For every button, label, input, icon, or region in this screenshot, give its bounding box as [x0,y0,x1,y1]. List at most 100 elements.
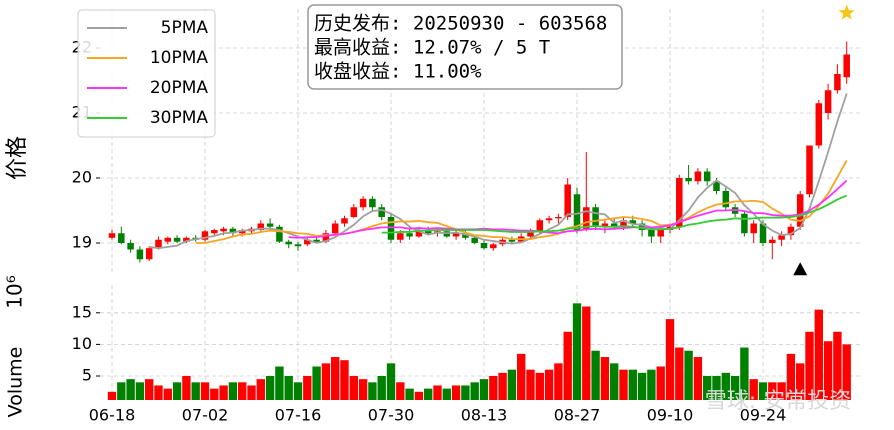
candle-body [341,218,348,224]
volume-bar [721,372,730,400]
candle-body [145,248,153,260]
volume-bar [814,309,823,400]
x-tick-label: 06-18 [89,406,136,425]
volume-bar [117,382,126,400]
volume-bar [740,347,749,400]
candle-body [555,217,562,219]
candle-body [676,178,683,227]
ma-line [195,160,848,244]
volume-bar [535,372,544,400]
candle-body [573,194,581,230]
candle-body [536,220,544,232]
candle-body [406,233,413,237]
volume-bar [163,388,172,400]
legend-label: 30PMA [150,108,209,128]
candle-body [397,233,404,240]
volume-bar [693,357,703,400]
volume-bar [145,379,154,400]
volume-bar [414,391,424,400]
volume-bar [126,379,135,400]
candle-body [257,223,265,230]
candle-body [741,213,748,234]
candle-body [378,207,385,217]
volume-bar [191,382,200,400]
volume-bar [823,341,833,400]
candle-body [266,223,274,227]
x-tick-label: 07-16 [275,406,322,425]
candle-body [806,145,813,195]
candle-body [118,233,125,243]
volume-bar [210,388,219,400]
volume-bar [786,353,796,400]
volume-bar [712,375,721,400]
ma-line [149,93,848,250]
volume-bar [172,382,182,400]
x-tick-label: 08-13 [461,406,508,425]
volume-bar [275,366,284,400]
volume-bar [498,372,507,400]
ma-line [381,194,848,234]
volume-bar [600,357,610,400]
volume-bar [386,363,396,400]
candle-body [583,207,590,230]
volume-bar [293,382,303,400]
candle-body [796,194,804,227]
volume-bar [405,388,414,400]
y-tick-label: 5 [82,365,92,384]
volume-bar [833,331,842,400]
candle-body [211,230,218,234]
candle-body [843,54,850,78]
candle-body [136,249,144,260]
x-tick-label: 07-30 [368,406,415,425]
candle-body [229,228,237,234]
candle-body [480,243,488,249]
candle-body [703,171,711,182]
candle-body [834,74,841,91]
volume-bar [349,375,358,400]
candle-body [294,244,302,247]
candle-body [387,217,395,240]
volume-bar [442,388,451,400]
candle-body [201,231,209,240]
volume-bar [768,382,777,400]
candle-body [322,233,330,242]
signal-marker [793,262,808,276]
candle-body [471,237,478,243]
volume-bar [461,385,470,400]
candle-body [183,237,190,242]
volume-bar [758,382,768,400]
candle-body [694,171,702,182]
annotation-line: 历史发布: 20250930 - 603568 [314,13,607,35]
volume-bar [200,382,210,400]
volume-bar [368,382,377,400]
candle-body [620,220,627,227]
legend-label: 5PMA [161,18,209,38]
volume-bar [805,331,814,400]
volume-bar [256,379,265,400]
volume-bar [303,375,312,400]
legend-label: 20PMA [150,78,209,98]
volume-bar [563,331,572,400]
y-tick-label: 19 [72,233,92,252]
candle-body [350,207,358,217]
annotation-line: 收盘收益: 11.00% [314,61,482,83]
volume-bar [433,385,442,400]
volume-bar [749,379,758,400]
candle-body [713,181,720,191]
volume-bar [619,369,628,400]
candle-body [452,233,460,237]
volume-bar [424,388,433,400]
candle-body [276,226,283,242]
candle-body [424,230,432,234]
candle-body [610,223,618,227]
volume-bar [517,353,526,400]
candle-body [769,239,776,243]
candle-body [527,231,534,237]
y-tick-label: 10 [72,334,92,353]
volume-bar [544,369,554,400]
volume-bar [703,375,712,400]
candle-body [462,233,469,238]
volume-bar [228,382,238,400]
x-tick-label: 09-10 [647,406,694,425]
candle-body [657,230,664,237]
